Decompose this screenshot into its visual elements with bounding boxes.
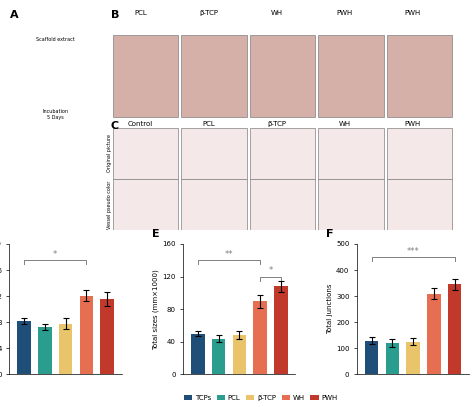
Text: Original picture: Original picture — [107, 134, 111, 173]
Bar — [406, 342, 420, 374]
Text: β-TCP: β-TCP — [267, 121, 286, 127]
Bar — [59, 324, 73, 374]
Text: PWH: PWH — [337, 10, 353, 16]
Bar — [38, 327, 52, 374]
Bar — [448, 284, 462, 374]
Text: ***: *** — [407, 247, 419, 256]
FancyBboxPatch shape — [387, 35, 452, 117]
Text: **: ** — [225, 250, 233, 259]
Text: *: * — [268, 267, 273, 276]
Text: F: F — [326, 229, 333, 239]
FancyBboxPatch shape — [182, 35, 247, 117]
FancyBboxPatch shape — [182, 179, 247, 230]
Bar — [254, 301, 267, 374]
Text: C: C — [110, 121, 119, 131]
FancyBboxPatch shape — [319, 128, 384, 179]
Text: Control: Control — [128, 121, 153, 127]
Text: Vessel pseudo color: Vessel pseudo color — [107, 180, 111, 229]
FancyBboxPatch shape — [387, 179, 452, 230]
Text: WH: WH — [338, 121, 351, 127]
Text: E: E — [152, 229, 160, 239]
Bar — [233, 335, 246, 374]
Bar — [365, 341, 378, 374]
Text: WH: WH — [271, 10, 283, 16]
FancyBboxPatch shape — [182, 128, 247, 179]
Bar — [80, 295, 93, 374]
Bar — [427, 293, 441, 374]
Bar — [100, 299, 114, 374]
Bar — [274, 287, 288, 374]
Text: PWH: PWH — [405, 10, 421, 16]
Text: PWH: PWH — [405, 121, 421, 127]
FancyBboxPatch shape — [387, 128, 452, 179]
Y-axis label: Total sizes (mm×1000): Total sizes (mm×1000) — [153, 269, 159, 350]
FancyBboxPatch shape — [113, 179, 178, 230]
FancyBboxPatch shape — [250, 128, 315, 179]
Text: Incubation
5 Days: Incubation 5 Days — [43, 109, 68, 120]
Text: β-TCP: β-TCP — [199, 10, 218, 16]
Text: *: * — [53, 250, 57, 259]
FancyBboxPatch shape — [113, 35, 178, 117]
Y-axis label: Total junctions: Total junctions — [327, 284, 333, 335]
Bar — [212, 339, 225, 374]
Bar — [386, 343, 399, 374]
FancyBboxPatch shape — [319, 179, 384, 230]
Text: PCL: PCL — [134, 10, 147, 16]
Legend: TCPs, PCL, β-TCP, WH, PWH: TCPs, PCL, β-TCP, WH, PWH — [181, 392, 340, 403]
Bar — [191, 334, 205, 374]
FancyBboxPatch shape — [113, 128, 178, 179]
FancyBboxPatch shape — [250, 35, 315, 117]
Text: A: A — [9, 10, 18, 20]
FancyBboxPatch shape — [250, 179, 315, 230]
Text: B: B — [110, 10, 119, 20]
FancyBboxPatch shape — [319, 35, 384, 117]
Text: PCL: PCL — [202, 121, 215, 127]
Text: Scaffold extract: Scaffold extract — [36, 37, 75, 42]
Bar — [17, 321, 31, 374]
